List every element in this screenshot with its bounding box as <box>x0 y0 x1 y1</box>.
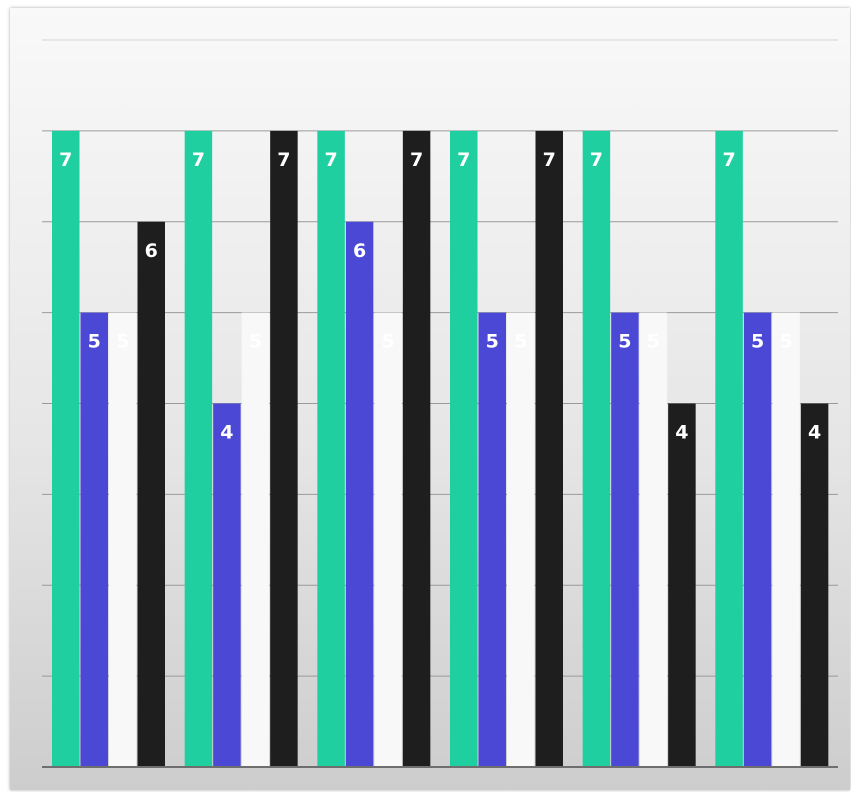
bar <box>52 130 80 767</box>
bar <box>184 130 213 767</box>
bar <box>668 403 696 767</box>
bar-value-label: 5 <box>779 331 792 353</box>
bar-value-label: 7 <box>324 149 337 171</box>
bar-value-label: 5 <box>647 331 660 353</box>
bar-value-label: 7 <box>590 149 603 171</box>
bar-value-label: 4 <box>675 422 688 444</box>
bar <box>715 130 743 767</box>
bar <box>535 130 563 767</box>
bar <box>450 130 478 767</box>
bars <box>52 130 829 767</box>
bar <box>137 221 165 767</box>
bar <box>507 312 535 767</box>
bar <box>270 130 298 767</box>
bar-value-label: 7 <box>457 149 470 171</box>
bar <box>374 312 402 767</box>
bar-value-label: 5 <box>486 331 499 353</box>
bar <box>800 403 829 767</box>
bar-value-label: 5 <box>381 331 394 353</box>
bar <box>743 312 772 767</box>
bar <box>639 312 668 767</box>
bar <box>402 130 431 767</box>
gridlines <box>42 39 838 677</box>
bar <box>213 403 241 767</box>
bar-value-label: 7 <box>543 149 556 171</box>
bar-value-label: 7 <box>277 149 290 171</box>
bar <box>772 312 800 767</box>
bar-value-label: 5 <box>514 331 527 353</box>
bar <box>241 312 270 767</box>
bar <box>80 312 108 767</box>
bar-value-label: 7 <box>410 149 423 171</box>
bar-value-label: 6 <box>145 240 158 262</box>
bar-value-label: 5 <box>618 331 631 353</box>
bar <box>109 312 137 767</box>
bar-value-label: 4 <box>808 422 821 444</box>
bar <box>478 312 506 767</box>
bar <box>345 221 374 767</box>
bar <box>582 130 611 767</box>
bar-value-label: 5 <box>751 331 764 353</box>
bar-value-label: 4 <box>220 422 233 444</box>
bar-value-label: 7 <box>59 149 72 171</box>
bar-value-label: 5 <box>116 331 129 353</box>
bar-value-label: 7 <box>192 149 205 171</box>
bar-value-label: 5 <box>249 331 262 353</box>
bar <box>317 130 345 767</box>
bar-value-label: 5 <box>88 331 101 353</box>
bar-value-label: 6 <box>353 240 366 262</box>
bar-value-label: 7 <box>722 149 735 171</box>
bar <box>611 312 639 767</box>
